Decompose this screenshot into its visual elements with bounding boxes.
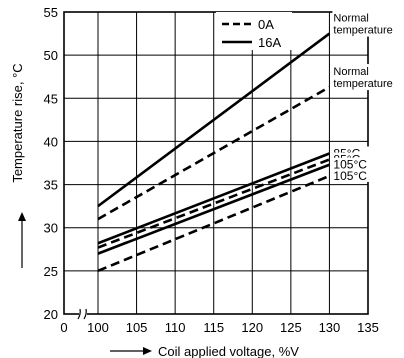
series-label: temperature xyxy=(333,78,392,90)
legend-label: 0A xyxy=(258,17,274,32)
axis-break-gap xyxy=(79,308,87,320)
series-labels: NormaltemperatureNormaltemperature85°C85… xyxy=(332,10,403,183)
series-label: 105°C xyxy=(333,169,367,183)
series-label-bg xyxy=(332,168,377,182)
y-axis-label-arrowhead xyxy=(18,212,26,221)
y-tick-label: 25 xyxy=(44,264,58,279)
axis-ticks: 20 25 30 35 40 45 50 55 0 100 105 110 115 120 125 130 13… xyxy=(44,5,379,335)
y-tick-label: 35 xyxy=(44,178,58,193)
series-line-4 xyxy=(97,163,330,255)
x-tick-label: 130 xyxy=(319,320,341,335)
x-tick-label: 100 xyxy=(87,320,109,335)
y-tick-label: 55 xyxy=(44,5,58,20)
y-tick-label: 30 xyxy=(44,221,58,236)
x-tick-label: 125 xyxy=(280,320,302,335)
axis-break-stroke xyxy=(77,308,81,320)
series-label-bg xyxy=(332,64,403,91)
axis-break-stroke xyxy=(83,308,87,320)
series-label: 105°C xyxy=(333,158,367,172)
legend-box xyxy=(216,12,292,50)
series-line-0 xyxy=(97,32,331,208)
y-tick-label: 40 xyxy=(44,134,58,149)
x-tick-label: 115 xyxy=(203,320,224,335)
series-label: temperature xyxy=(333,25,392,37)
series-label-bg xyxy=(332,157,377,171)
x-tick-label: 135 xyxy=(357,320,379,335)
chart-grid xyxy=(64,12,368,314)
x-axis-label-arrowhead xyxy=(143,347,152,355)
series-lines xyxy=(97,32,331,273)
x-tick-label: 105 xyxy=(126,320,148,335)
series-line-2 xyxy=(97,152,330,245)
series-label: Normal xyxy=(333,13,368,25)
series-label: Normal xyxy=(333,66,368,78)
x-tick-label: 120 xyxy=(241,320,263,335)
x-tick-label: 110 xyxy=(165,320,186,335)
y-tick-label: 50 xyxy=(44,48,58,63)
legend-label: 16A xyxy=(258,35,281,50)
series-line-1 xyxy=(97,85,331,221)
y-axis-label: Temperature rise, °C xyxy=(10,63,25,182)
y-tick-label: 45 xyxy=(44,91,58,106)
x-axis-break-marker xyxy=(77,308,87,320)
x-tick-label: 0 xyxy=(60,320,67,335)
series-label-bg xyxy=(332,10,403,37)
y-tick-label: 20 xyxy=(44,307,58,322)
x-axis-label: Coil applied voltage, %V xyxy=(158,344,299,358)
